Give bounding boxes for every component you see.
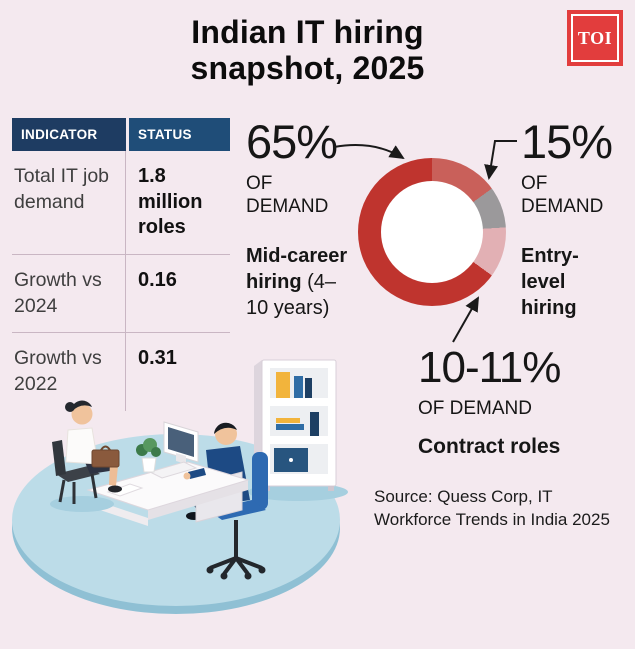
donut-hole [381, 181, 483, 283]
of-demand-label: OF DEMAND [246, 173, 329, 218]
donut-chart [358, 158, 506, 306]
callout-label: Contract roles [418, 435, 561, 459]
of-demand-label: OF DEMAND [418, 398, 532, 419]
callout-contract: 10-11% OF DEMAND Contract roles [418, 346, 618, 461]
indicator-cell: Growth vs 2024 [12, 254, 126, 333]
callout-entry-level: 15% OF DEMAND Entry-level hiring [521, 118, 621, 321]
source-note: Source: Quess Corp, IT Workforce Trends … [374, 487, 610, 529]
table-row: Growth vs 2022 0.31 [12, 333, 230, 411]
papers [106, 483, 144, 497]
callout-label-bold: Mid-career hiring [246, 245, 348, 293]
table-header-row: INDICATOR STATUS [12, 118, 230, 151]
table-header-status: STATUS [129, 118, 230, 151]
status-cell: 0.16 [138, 268, 177, 291]
table-row: Total IT job demand 1.8 million roles [12, 151, 230, 255]
toi-logo-text: TOI [571, 14, 619, 62]
callout-mid-career: 65% OF DEMAND Mid-career hiring (4–10 ye… [246, 118, 354, 321]
page-title: Indian IT hiring snapshot, 2025 [55, 14, 560, 87]
title-line-2: snapshot, 2025 [190, 50, 425, 87]
office-interview-illustration [12, 359, 348, 614]
interviewer-arm [183, 468, 206, 480]
percent-value: 65% [246, 115, 338, 168]
callout-label: Mid-career hiring (4–10 years) [246, 244, 354, 321]
of-demand-label: OF DEMAND [521, 173, 604, 218]
toi-logo: TOI [567, 10, 623, 66]
callout-label: Entry-level hiring [521, 245, 579, 319]
indicator-cell: Total IT job demand [12, 151, 126, 254]
desk [86, 461, 250, 526]
callout-label-note: (4–10 years) [246, 270, 337, 319]
status-cell: 1.8 million roles [138, 165, 203, 239]
chair-base [209, 520, 263, 576]
table-row: Growth vs 2024 0.16 [12, 254, 230, 334]
status-cell: 0.31 [138, 347, 177, 370]
table-header-indicator: INDICATOR [12, 118, 126, 151]
bookshelf-shadow [248, 483, 348, 501]
percent-value: 15% [521, 115, 613, 168]
entry-level-arrow [484, 140, 517, 180]
chair-legs [58, 473, 98, 504]
interviewee [50, 400, 122, 512]
bookshelf [254, 359, 337, 492]
percent-value: 10-11% [418, 343, 561, 392]
indicator-table: INDICATOR STATUS Total IT job demand 1.8… [12, 118, 230, 411]
indicator-cell: Growth vs 2022 [12, 333, 126, 411]
computer-monitor [148, 421, 199, 479]
contract-arrow [452, 296, 479, 343]
plant [136, 438, 161, 473]
title-line-1: Indian IT hiring [191, 14, 424, 50]
